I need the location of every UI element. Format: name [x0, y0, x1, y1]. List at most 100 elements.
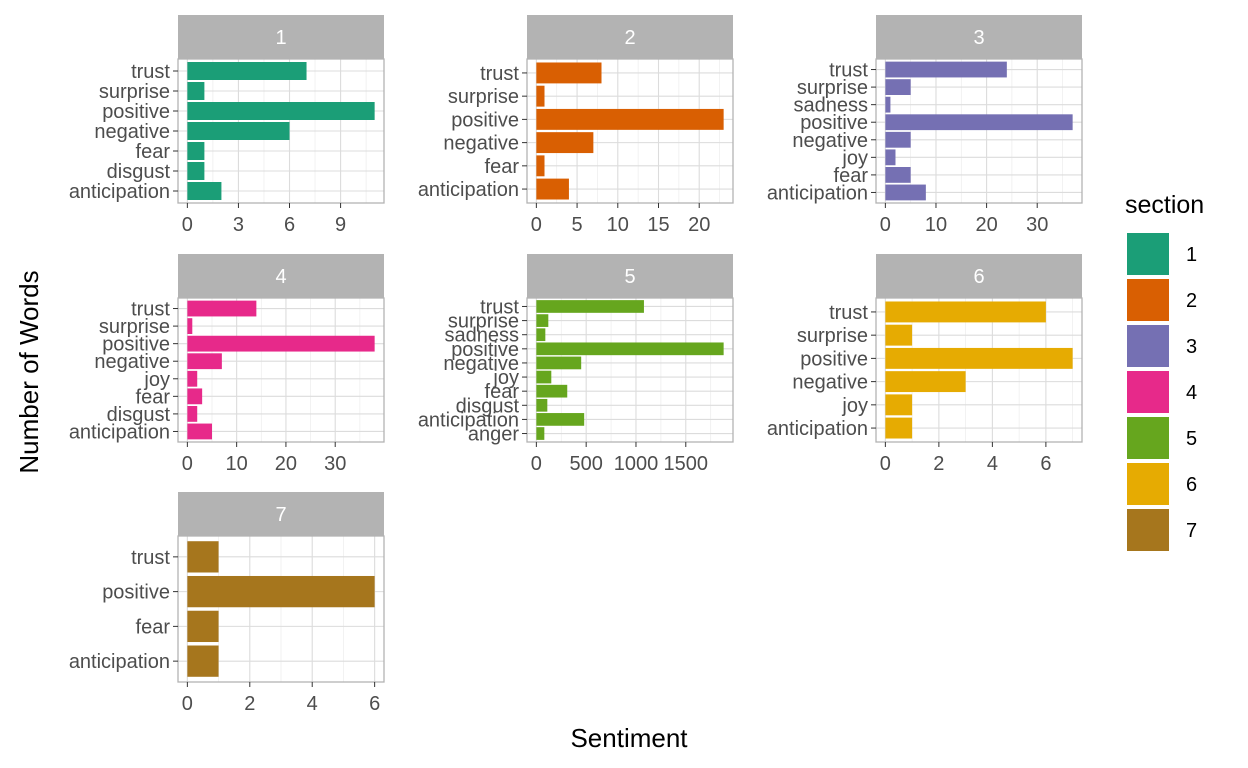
bar-positive [536, 342, 724, 356]
legend-label-7: 7 [1186, 520, 1197, 542]
bar-anticipation [187, 645, 219, 677]
bar-fear [187, 142, 205, 160]
category-label: anticipation [69, 421, 170, 443]
category-label: trust [829, 302, 868, 324]
category-label: fear [834, 165, 869, 187]
facet-panel-3: 3 trustsurprisesadnesspositivenegativejoy… [767, 15, 1083, 236]
facet-strip [527, 15, 733, 59]
bar-disgust [536, 398, 548, 412]
x-tick-label: 0 [182, 214, 193, 236]
panel-border [526, 58, 734, 204]
facet-strip-label: 2 [624, 27, 635, 49]
category-label: anticipation [418, 179, 519, 201]
legend-swatch-5 [1127, 417, 1169, 459]
category-label: positive [800, 348, 868, 370]
category-label: positive [800, 112, 868, 134]
x-tick-label: 5 [572, 214, 583, 236]
category-label: fear [485, 381, 520, 403]
bar-positive [187, 102, 375, 120]
category-label: negative [443, 353, 519, 375]
legend-label-6: 6 [1186, 474, 1197, 496]
x-tick-label: 6 [369, 693, 380, 715]
category-label: positive [102, 334, 170, 356]
category-label: negative [792, 130, 868, 152]
category-label: fear [136, 141, 171, 163]
category-label: surprise [99, 316, 170, 338]
facet-strip [876, 15, 1082, 59]
facet-panels: 1trustsurprisepositivenegativefeardisgus… [69, 15, 1083, 715]
x-tick-label: 500 [569, 453, 602, 475]
facet-strip [178, 254, 384, 298]
x-tick-label: 10 [925, 214, 947, 236]
x-tick-label: 20 [275, 453, 297, 475]
x-tick-label: 30 [324, 453, 346, 475]
bar-surprise [187, 82, 205, 100]
facet-panel-4: 4 trustsurprisepositivenegativejoyfeardis… [69, 254, 385, 475]
bar-trust [536, 62, 602, 84]
x-tick-label: 4 [307, 693, 318, 715]
bar-fear [885, 167, 911, 183]
facet-strip [527, 254, 733, 298]
legend-label-5: 5 [1186, 428, 1197, 450]
bar-trust [187, 541, 219, 573]
bar-anger [536, 427, 545, 440]
category-label: sadness [445, 325, 520, 347]
facet-strip-label: 5 [624, 266, 635, 288]
bar-positive [885, 347, 1073, 369]
panel-border [526, 297, 734, 443]
bar-positive [187, 335, 375, 352]
x-tick-label: 9 [335, 214, 346, 236]
bar-anticipation [187, 423, 213, 440]
category-label: trust [480, 296, 519, 318]
category-label: joy [492, 367, 519, 389]
legend-label-3: 3 [1186, 336, 1197, 358]
legend-swatch-7 [1127, 509, 1169, 551]
x-tick-label: 0 [182, 693, 193, 715]
bar-joy [536, 370, 552, 384]
category-label: fear [485, 156, 520, 178]
bar-negative [187, 353, 222, 370]
legend-label-2: 2 [1186, 290, 1197, 312]
x-tick-label: 6 [284, 214, 295, 236]
x-tick-label: 10 [607, 214, 629, 236]
x-tick-label: 6 [1040, 453, 1051, 475]
panel-border [875, 297, 1083, 443]
category-label: anticipation [69, 181, 170, 203]
panel-border [875, 58, 1083, 204]
x-tick-label: 0 [531, 214, 542, 236]
x-tick-label: 2 [933, 453, 944, 475]
bar-negative [885, 131, 911, 148]
bar-surprise [536, 85, 545, 107]
x-tick-label: 15 [647, 214, 669, 236]
x-tick-label: 1000 [614, 453, 659, 475]
x-tick-label: 0 [531, 453, 542, 475]
category-label: surprise [448, 311, 519, 333]
legend-swatch-6 [1127, 463, 1169, 505]
facet-strip-label: 4 [275, 266, 286, 288]
bar-fear [187, 388, 203, 405]
legend-swatch-4 [1127, 371, 1169, 413]
bar-joy [885, 394, 913, 416]
bar-surprise [187, 318, 193, 334]
bar-anticipation [536, 178, 569, 200]
category-label: fear [136, 386, 171, 408]
category-label: trust [829, 60, 868, 82]
legend-swatch-3 [1127, 325, 1169, 367]
bar-positive [187, 575, 375, 608]
bar-trust [187, 300, 257, 317]
bar-trust [187, 62, 307, 80]
x-tick-label: 3 [233, 214, 244, 236]
category-label: surprise [797, 325, 868, 347]
bar-negative [187, 122, 290, 140]
bar-trust [885, 61, 1007, 78]
bar-fear [536, 384, 568, 398]
facet-strip-label: 7 [275, 504, 286, 526]
x-tick-label: 0 [880, 453, 891, 475]
category-label: anticipation [767, 418, 868, 440]
facet-strip-label: 3 [973, 27, 984, 49]
x-tick-label: 10 [226, 453, 248, 475]
category-label: disgust [456, 395, 520, 417]
legend: section 1 2 3 4 5 6 7 [1125, 191, 1204, 551]
panel-border [177, 297, 385, 443]
legend-title: section [1125, 191, 1204, 219]
